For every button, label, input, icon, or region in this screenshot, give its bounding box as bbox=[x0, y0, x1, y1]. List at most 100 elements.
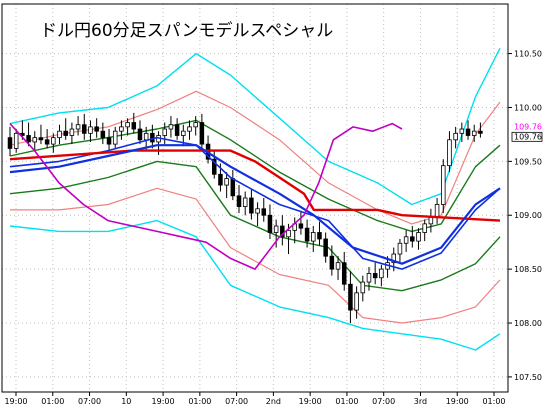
plot-frame bbox=[1, 3, 509, 393]
candle bbox=[193, 116, 198, 136]
candle bbox=[88, 120, 93, 142]
candle bbox=[100, 122, 106, 145]
candle-body bbox=[335, 262, 341, 270]
candle bbox=[403, 230, 409, 252]
candle-body bbox=[44, 139, 50, 145]
candle bbox=[397, 238, 403, 263]
candle-body bbox=[422, 223, 427, 233]
candle-body bbox=[218, 173, 223, 186]
candle-body bbox=[348, 283, 353, 311]
candle-body bbox=[32, 137, 38, 143]
candle bbox=[236, 185, 242, 214]
candle-body bbox=[57, 130, 62, 139]
y-tick-label: 108.50 bbox=[514, 265, 542, 274]
candle-body bbox=[459, 128, 465, 134]
candle-body bbox=[329, 255, 335, 270]
current-price-value: 109.76 bbox=[514, 132, 542, 141]
candle-body bbox=[280, 225, 285, 238]
candle bbox=[94, 118, 99, 138]
axes: 107.50 108.00 108.50 109.00 109.50 110.00 110.… bbox=[1, 3, 543, 406]
candle bbox=[267, 204, 273, 239]
band-lines bbox=[9, 47, 501, 351]
candle-body bbox=[112, 130, 118, 145]
candle bbox=[26, 122, 31, 147]
candle-body bbox=[211, 158, 217, 175]
x-tick-label: 01:00 bbox=[482, 397, 505, 406]
candle bbox=[51, 133, 56, 153]
x-tick-label: 19:00 bbox=[152, 397, 175, 406]
candle-body bbox=[131, 122, 137, 130]
candle bbox=[453, 126, 458, 149]
candle bbox=[379, 264, 384, 287]
candle-body bbox=[416, 232, 421, 242]
candle bbox=[372, 262, 378, 285]
candle bbox=[348, 271, 353, 324]
candle bbox=[7, 126, 13, 156]
candle-body bbox=[323, 238, 328, 257]
candle bbox=[13, 129, 19, 153]
current-price-label: 109.76 bbox=[514, 122, 542, 131]
candle-body bbox=[447, 139, 452, 167]
x-tick-label: 01:00 bbox=[41, 397, 64, 406]
candle bbox=[311, 226, 316, 252]
x-tick-label: 07:00 bbox=[225, 397, 248, 406]
candle-body bbox=[125, 122, 130, 128]
x-tick-label: 01:00 bbox=[188, 397, 211, 406]
series-line-ma bbox=[9, 136, 501, 270]
candle-body bbox=[106, 137, 112, 145]
candle bbox=[125, 118, 130, 136]
candle bbox=[341, 251, 347, 291]
candle-body bbox=[391, 253, 397, 264]
candle-body bbox=[168, 124, 174, 130]
candle bbox=[441, 159, 446, 214]
candle-body bbox=[88, 126, 93, 134]
candle bbox=[304, 219, 310, 248]
candle-body bbox=[100, 130, 106, 139]
chart-title: ドル円60分足スパンモデルスペシャル bbox=[40, 20, 333, 41]
candle-body bbox=[304, 227, 310, 242]
candle-body bbox=[286, 229, 291, 238]
candle bbox=[112, 126, 118, 149]
candle bbox=[360, 275, 366, 302]
candle-body bbox=[242, 197, 248, 208]
candle bbox=[162, 122, 167, 145]
series-line-span-red bbox=[9, 149, 501, 222]
candle-body bbox=[143, 132, 149, 141]
y-tick-label: 110.00 bbox=[514, 103, 542, 112]
candle-body bbox=[434, 204, 440, 218]
candle-body bbox=[162, 128, 167, 136]
candle bbox=[174, 118, 180, 140]
x-tick-label: 10 bbox=[121, 397, 131, 406]
candle bbox=[224, 172, 229, 198]
candle bbox=[459, 122, 465, 142]
candle-body bbox=[397, 242, 403, 255]
x-tick-label: 19:00 bbox=[299, 397, 322, 406]
candle bbox=[75, 116, 81, 136]
candle bbox=[447, 131, 452, 173]
candle-body bbox=[478, 130, 483, 134]
candle-body bbox=[224, 178, 229, 186]
candle bbox=[471, 124, 477, 142]
x-tick-label: 01:00 bbox=[335, 397, 358, 406]
candle bbox=[69, 122, 75, 145]
x-tick-label: 19:00 bbox=[446, 397, 469, 406]
y-tick-label: 110.50 bbox=[514, 50, 542, 59]
candle bbox=[131, 112, 137, 134]
x-tick-label: 3rd bbox=[414, 397, 427, 406]
candle-body bbox=[82, 124, 87, 134]
candle bbox=[465, 120, 471, 140]
x-tick-label: 19:00 bbox=[4, 397, 27, 406]
series-line-span-blue bbox=[9, 144, 501, 265]
series-line-bb-mid-lower bbox=[10, 187, 501, 324]
candle-body bbox=[410, 236, 415, 242]
candle-body bbox=[150, 132, 155, 143]
candle bbox=[273, 219, 279, 248]
candle-body bbox=[199, 122, 205, 145]
candle-body bbox=[372, 273, 378, 279]
candle-body bbox=[428, 216, 434, 225]
candle-body bbox=[267, 214, 273, 233]
grid bbox=[2, 4, 508, 392]
candle bbox=[63, 118, 68, 140]
candle bbox=[44, 129, 50, 149]
candle bbox=[354, 286, 359, 319]
